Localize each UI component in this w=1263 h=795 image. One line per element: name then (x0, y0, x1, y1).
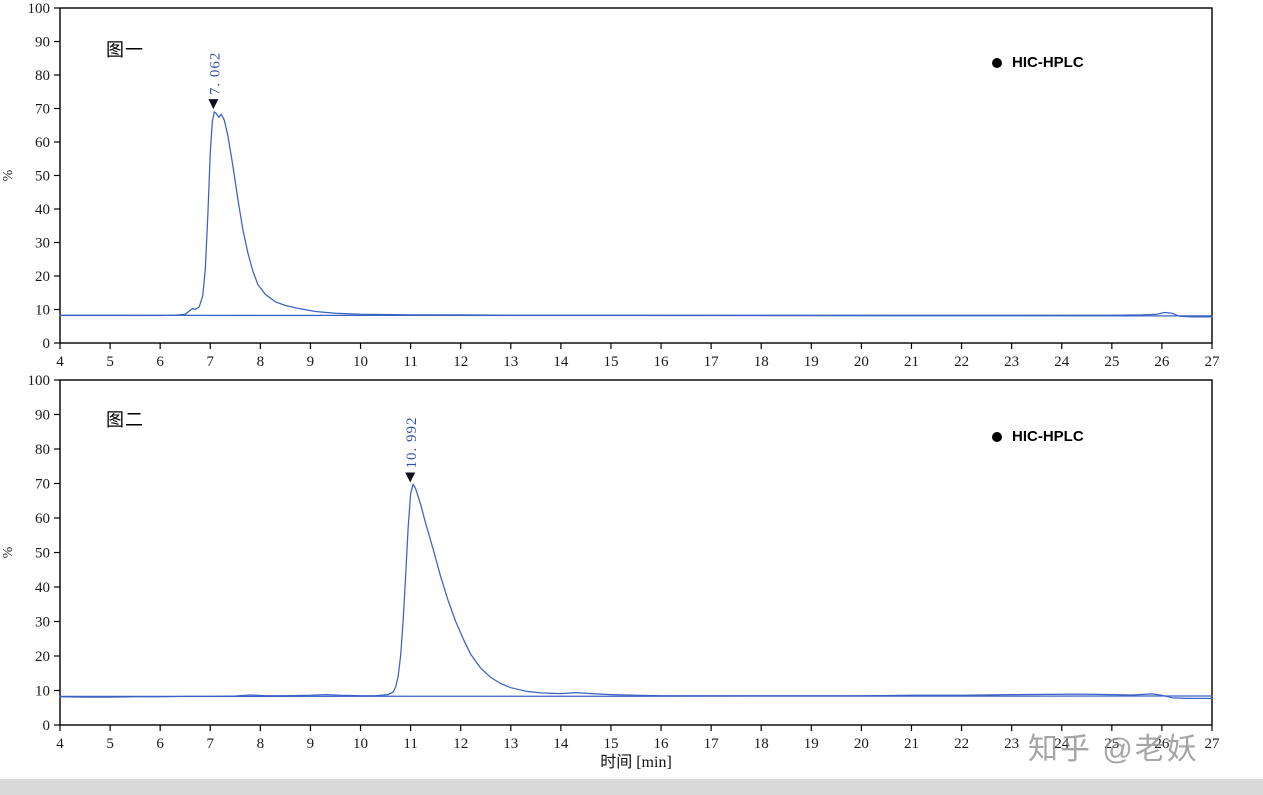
chart-svg-0: 0 10 20 30 40 50 60 70 80 90 100 4 5 6 7 8 9 10 11 12 13 14 15… (1, 1, 1221, 370)
x-tick-label: 7 (207, 354, 215, 370)
x-tick-label: 24 (1054, 736, 1070, 752)
series-line (59, 483, 1213, 700)
x-tick-label: 20 (854, 736, 869, 752)
y-tick-label: 40 (35, 580, 50, 596)
x-tick-label: 18 (754, 736, 769, 752)
legend-marker-icon (992, 431, 1002, 442)
x-tick-label: 23 (1004, 736, 1019, 752)
x-tick-label: 24 (1054, 354, 1070, 370)
y-tick-label: 100 (28, 373, 51, 389)
legend: HIC-HPLC (992, 428, 1084, 445)
y-tick-label: 80 (35, 442, 50, 458)
y-tick-label: 70 (35, 477, 50, 493)
y-tick-label: 0 (43, 336, 51, 352)
x-tick-label: 25 (1104, 354, 1119, 370)
legend: HIC-HPLC (992, 54, 1084, 71)
x-tick-label: 6 (156, 736, 164, 752)
x-tick-label: 8 (257, 736, 265, 752)
x-tick-label: 14 (553, 736, 569, 752)
x-tick-label: 25 (1104, 736, 1119, 752)
x-tick-label: 23 (1004, 354, 1019, 370)
x-tick-label: 8 (257, 354, 265, 370)
x-tick-label: 5 (106, 736, 114, 752)
y-tick-label: 30 (35, 236, 50, 252)
legend-label: HIC-HPLC (1012, 428, 1084, 445)
x-tick-label: 10 (353, 354, 368, 370)
y-tick-label: 20 (35, 269, 50, 285)
x-tick-label: 17 (704, 736, 720, 752)
x-tick-label: 7 (207, 736, 215, 752)
x-tick-label: 27 (1205, 736, 1221, 752)
y-tick-label: 0 (43, 718, 51, 734)
series-line (59, 314, 1213, 317)
x-tick-label: 13 (503, 736, 518, 752)
x-tick-label: 19 (804, 354, 819, 370)
y-tick-label: 100 (28, 1, 51, 17)
x-tick-label: 9 (307, 354, 315, 370)
figure-label: 图二 (106, 410, 144, 430)
y-axis-label: % (1, 546, 16, 558)
series-line (59, 111, 1213, 318)
y-tick-label: 10 (35, 303, 50, 319)
x-tick-label: 15 (603, 736, 618, 752)
x-tick-label: 11 (403, 736, 417, 752)
peak-marker-icon (405, 472, 416, 483)
y-tick-label: 10 (35, 684, 50, 700)
x-tick-label: 12 (453, 736, 468, 752)
x-tick-label: 11 (403, 354, 417, 370)
y-tick-label: 30 (35, 615, 50, 631)
x-tick-label: 4 (56, 354, 64, 370)
x-tick-label: 14 (553, 354, 569, 370)
y-tick-label: 90 (35, 35, 50, 51)
x-axis-title: 时间 [min] (600, 753, 672, 771)
x-tick-label: 26 (1154, 736, 1170, 752)
x-tick-label: 5 (106, 354, 114, 370)
y-tick-label: 40 (35, 202, 50, 218)
legend-label: HIC-HPLC (1012, 54, 1084, 71)
x-tick-label: 22 (954, 354, 969, 370)
x-tick-label: 21 (904, 354, 919, 370)
x-tick-label: 6 (156, 354, 164, 370)
y-tick-label: 80 (35, 68, 50, 84)
watermark: 知乎 @老妖 (1028, 733, 1199, 766)
x-tick-label: 10 (353, 736, 368, 752)
x-tick-label: 16 (654, 736, 670, 752)
x-tick-label: 15 (603, 354, 618, 370)
chart-panel-top: 0 10 20 30 40 50 60 70 80 90 100 4 5 6 7 8 9 10 11 12 13 14 15… (0, 0, 1263, 372)
y-tick-label: 60 (35, 135, 50, 151)
x-tick-label: 16 (654, 354, 670, 370)
x-tick-label: 4 (56, 736, 64, 752)
peak-annotation: 7. 062 (207, 52, 223, 96)
y-tick-label: 50 (35, 546, 50, 562)
x-tick-label: 22 (954, 736, 969, 752)
x-tick-label: 9 (307, 736, 315, 752)
y-tick-label: 60 (35, 511, 50, 527)
x-tick-label: 19 (804, 736, 819, 752)
x-tick-label: 12 (453, 354, 468, 370)
y-tick-label: 90 (35, 408, 50, 424)
x-tick-label: 26 (1154, 354, 1170, 370)
x-tick-label: 21 (904, 736, 919, 752)
y-tick-label: 70 (35, 102, 50, 118)
y-axis-label: % (1, 169, 16, 181)
legend-marker-icon (992, 57, 1002, 68)
peak-annotation: 10. 992 (404, 417, 420, 469)
peak-marker-icon (208, 99, 219, 110)
chart-svg-1: 0 10 20 30 40 50 60 70 80 90 100 4 5 6 7 8 9 10 11 12 13 14 15… (1, 373, 1221, 771)
x-tick-label: 13 (503, 354, 518, 370)
y-tick-label: 50 (35, 169, 50, 185)
footer-strip (0, 779, 1263, 795)
y-tick-label: 20 (35, 649, 50, 665)
chart-panel-bottom: 0 10 20 30 40 50 60 70 80 90 100 4 5 6 7 8 9 10 11 12 13 14 15… (0, 372, 1263, 795)
x-tick-label: 18 (754, 354, 769, 370)
x-tick-label: 17 (704, 354, 720, 370)
x-tick-label: 27 (1205, 354, 1221, 370)
figure-label: 图一 (106, 40, 144, 60)
x-tick-label: 20 (854, 354, 869, 370)
